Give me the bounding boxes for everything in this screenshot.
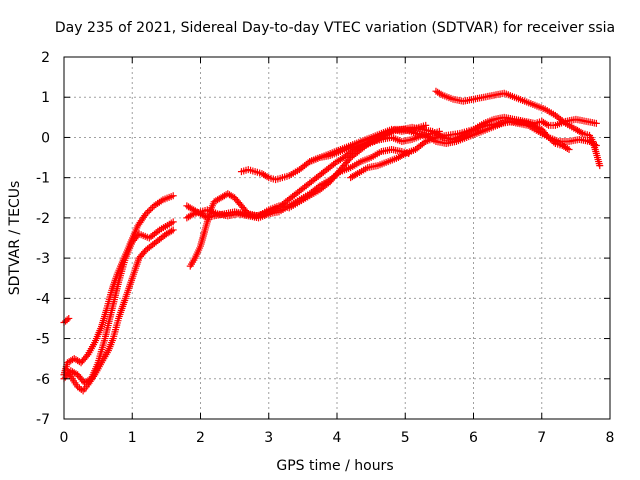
data-point-marker [437, 90, 445, 98]
y-tick-label: -6 [36, 372, 50, 388]
y-tick-label: -3 [36, 251, 50, 267]
data-point-marker [154, 227, 162, 235]
x-tick-label: 6 [469, 430, 478, 446]
data-point-marker [142, 210, 150, 218]
x-tick-label: 8 [606, 430, 615, 446]
data-point-marker [63, 316, 71, 324]
data-point-marker [169, 192, 177, 200]
chart-title: Day 235 of 2021, Sidereal Day-to-day VTE… [55, 20, 615, 36]
y-tick-label: -7 [36, 412, 50, 428]
y-tick-label: -2 [36, 211, 50, 227]
series-arc-4 [63, 226, 177, 395]
y-axis-label: SDTVAR / TECUs [7, 181, 23, 296]
y-tick-label: 1 [41, 90, 50, 106]
data-point-marker [560, 118, 568, 126]
series-arc-11 [432, 87, 604, 170]
data-point-marker [352, 171, 360, 179]
data-point-marker [144, 208, 152, 216]
data-point-marker [543, 120, 551, 128]
x-tick-label: 4 [333, 430, 342, 446]
data-point-marker [400, 151, 408, 159]
data-point-marker [314, 183, 322, 191]
series-arc-10 [347, 117, 600, 182]
data-point-marker [90, 372, 98, 380]
data-point-marker [577, 128, 585, 136]
data-point-marker [145, 207, 153, 215]
grid-layer [64, 57, 610, 419]
x-tick-label: 3 [264, 430, 273, 446]
x-tick-label: 5 [401, 430, 410, 446]
series-arc-7 [183, 146, 413, 222]
data-point-marker [65, 314, 73, 322]
x-tick-label: 1 [128, 430, 137, 446]
x-axis-label: GPS time / hours [276, 458, 393, 474]
y-tick-label: -5 [36, 332, 50, 348]
series-arc-9 [306, 127, 443, 166]
x-tick-label: 7 [537, 430, 546, 446]
data-point-marker [83, 352, 91, 360]
data-point-marker [435, 127, 443, 135]
data-point-marker [592, 119, 600, 127]
data-point-marker [304, 159, 312, 167]
y-tick-label: 2 [41, 50, 50, 66]
data-point-marker [75, 358, 83, 366]
data-point-marker [188, 211, 196, 219]
data-point-marker [422, 121, 430, 129]
y-tick-label: 0 [41, 130, 50, 146]
data-point-marker [263, 173, 271, 181]
data-point-marker [420, 139, 428, 147]
y-tick-label: -4 [36, 291, 50, 307]
x-tick-label: 2 [196, 430, 205, 446]
data-point-marker [565, 146, 573, 154]
data-point-marker [335, 169, 343, 177]
x-tick-label: 0 [60, 430, 69, 446]
data-point-marker [147, 205, 155, 213]
data-point-marker [563, 145, 571, 153]
data-point-marker [167, 227, 175, 235]
marker-layer [60, 87, 604, 395]
data-point-marker [169, 218, 177, 226]
data-point-marker [169, 226, 177, 234]
y-tick-label: -1 [36, 171, 50, 187]
tick-layer: 0 1 2 3 4 5 6 7 8 -7 -6 -5 -4 -3 -2 -1 0 1 2 [36, 50, 614, 446]
data-point-marker [596, 162, 604, 170]
data-point-marker [141, 248, 149, 256]
